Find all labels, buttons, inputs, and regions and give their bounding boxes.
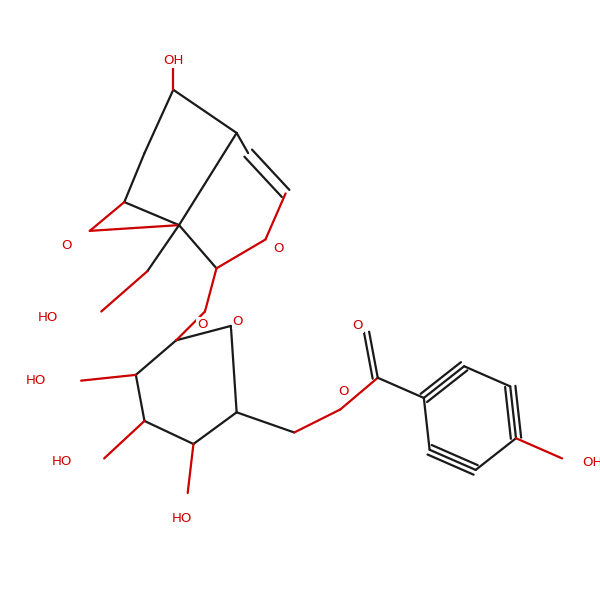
Text: O: O [233,316,243,328]
Text: O: O [197,317,208,331]
Text: O: O [338,385,349,398]
Text: OH: OH [582,456,600,469]
Text: HO: HO [26,374,47,387]
Text: OH: OH [163,55,184,67]
Text: O: O [273,242,283,254]
Text: HO: HO [38,311,58,324]
Text: HO: HO [52,455,73,468]
Text: HO: HO [172,512,192,526]
Text: O: O [352,319,363,332]
Text: O: O [61,239,72,252]
